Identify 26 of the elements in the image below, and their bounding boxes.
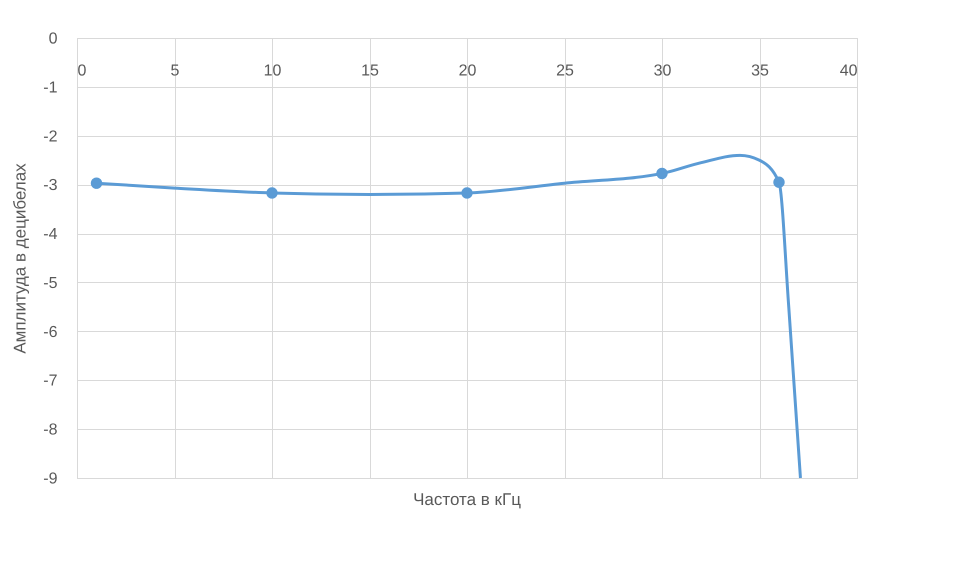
x-tick-label: 15 xyxy=(361,62,379,80)
y-tick-label: -6 xyxy=(43,324,58,341)
x-tick-label: 20 xyxy=(458,62,476,80)
x-tick-label: 35 xyxy=(751,62,769,80)
point xyxy=(656,168,668,180)
x-tick-label: 40 xyxy=(840,62,858,80)
y-tick-label: -9 xyxy=(43,470,58,488)
y-tick-label: -5 xyxy=(43,274,58,292)
x-tick-label: 5 xyxy=(170,62,180,80)
y-tick-label: -3 xyxy=(43,177,58,194)
point xyxy=(266,187,278,199)
y-tick-label: 0 xyxy=(48,30,58,48)
x-tick-label: 30 xyxy=(654,62,672,80)
point xyxy=(773,176,785,188)
y-tick-label: -7 xyxy=(43,372,58,390)
y-tick-label: -2 xyxy=(43,128,58,146)
y-axis-title: Амплитуда в децибелах xyxy=(10,162,30,354)
x-axis-title: Частота в кГц xyxy=(413,490,522,509)
point xyxy=(461,187,473,199)
y-tick-label: -4 xyxy=(43,226,58,244)
x-tick-label: 0 xyxy=(78,62,86,80)
y-tick-label: -1 xyxy=(43,79,58,96)
x-tick-label: 25 xyxy=(556,62,574,80)
point xyxy=(90,178,102,189)
y-tick-label: -8 xyxy=(43,422,58,439)
x-tick-label: 10 xyxy=(264,62,282,80)
